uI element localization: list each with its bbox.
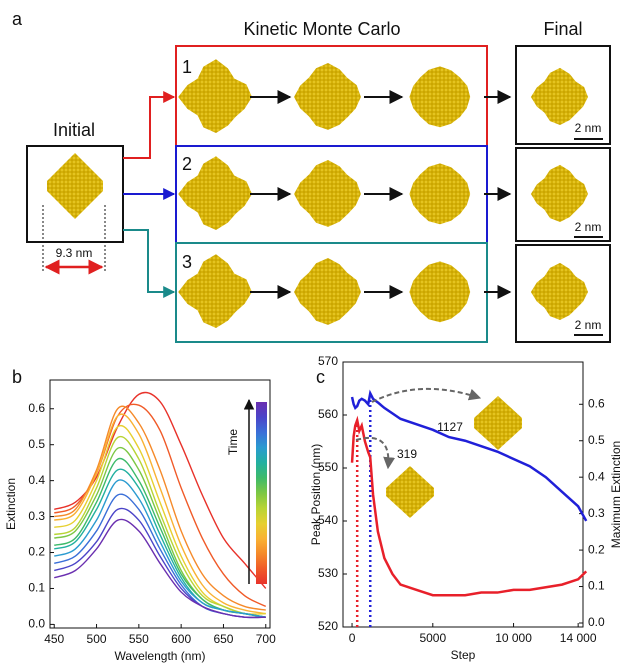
marker-label: 1127 [437, 420, 463, 434]
y2-tick-label: 0.6 [588, 396, 605, 410]
y-tick-label: 0.0 [28, 617, 45, 631]
callout-arrow [355, 436, 396, 470]
series-line [350, 415, 588, 597]
y-axis-label: Extinction [4, 478, 18, 530]
nanoparticle [47, 153, 103, 219]
run-number: 1 [182, 57, 192, 77]
y-tick-label: 550 [318, 460, 338, 474]
nanoparticle [474, 396, 522, 450]
y2-tick-label: 0.2 [588, 542, 605, 556]
nanoparticle [178, 156, 252, 230]
y-tick-label: 560 [318, 407, 338, 421]
series-line [54, 405, 266, 611]
series-line [54, 391, 267, 589]
nanoparticle [386, 466, 434, 518]
callout-arrow [371, 387, 482, 403]
series-line [54, 479, 266, 618]
scale-label: 2 nm [575, 318, 602, 332]
y2-tick-label: 0.1 [588, 579, 605, 593]
final-box [515, 244, 611, 343]
y-tick-label: 0.2 [28, 545, 45, 559]
nanoparticle [294, 258, 361, 325]
nanoparticle [409, 261, 471, 323]
plot-frame [49, 379, 271, 629]
section-title: Final [543, 19, 582, 39]
section-title: Kinetic Monte Carlo [243, 19, 400, 39]
final-box [515, 45, 611, 145]
x-axis-label: Wavelength (nm) [115, 649, 206, 663]
plot-frame [342, 361, 584, 628]
colorbar [256, 402, 267, 584]
branch-arrow [123, 229, 176, 298]
panel-a-particles [178, 59, 588, 328]
y-tick-label: 0.5 [28, 437, 45, 451]
nanoparticle [178, 59, 252, 134]
x-tick-label: 10 000 [495, 631, 532, 645]
series-line [350, 389, 588, 522]
x-tick-label: 5000 [419, 631, 446, 645]
nanoparticle [178, 254, 252, 328]
series-line [54, 446, 266, 618]
nanoparticle [530, 67, 588, 125]
y2-axis-label: Maximum Extinction [609, 441, 623, 548]
y-tick-label: 0.1 [28, 581, 45, 595]
run-number: 3 [182, 252, 192, 272]
y-tick-label: 0.6 [28, 401, 45, 415]
y-tick-label: 0.3 [28, 509, 45, 523]
series-line [54, 413, 266, 615]
x-tick-label: 550 [129, 632, 149, 646]
series-line [54, 457, 266, 618]
y-tick-label: 540 [318, 513, 338, 527]
panel-b: b 450 500 550 600 650 700 0.0 0.1 0.2 0.3 0.4 0.5 0.6… [4, 367, 276, 663]
final-box [515, 147, 611, 242]
branch-arrow [123, 91, 176, 159]
y-tick-label: 570 [318, 354, 338, 368]
nanoparticle [530, 262, 588, 320]
y-axis-label: Peak Position (nm) [309, 444, 323, 545]
scale-label: 2 nm [575, 220, 602, 234]
y2-tick-label: 0.4 [588, 469, 605, 483]
scale-label: 2 nm [575, 121, 602, 135]
series-line [54, 435, 266, 618]
colorbar-label: Time [226, 429, 240, 456]
size-label: 9.3 nm [56, 246, 93, 260]
panel-label: c [316, 367, 325, 387]
panel-c: c 0 5000 10 000 14 000 520 530 540 550 560 570 0.0 0… [309, 354, 623, 662]
x-tick-label: 700 [256, 632, 276, 646]
x-tick-label: 450 [44, 632, 64, 646]
y2-tick-label: 0.3 [588, 506, 605, 520]
y-tick-label: 520 [318, 619, 338, 633]
x-tick-label: 0 [349, 631, 356, 645]
y2-tick-label: 0.0 [588, 615, 605, 629]
panel-label: a [12, 9, 23, 29]
series-line [54, 518, 266, 619]
x-tick-label: 500 [87, 632, 107, 646]
y-tick-label: 530 [318, 566, 338, 580]
marker-label: 319 [397, 447, 417, 461]
y-tick-label: 0.4 [28, 473, 45, 487]
run-number: 2 [182, 154, 192, 174]
x-tick-label: 14 000 [560, 631, 597, 645]
nanoparticle [530, 164, 588, 222]
y2-tick-label: 0.5 [588, 433, 605, 447]
nanoparticle [294, 160, 361, 227]
x-tick-label: 600 [171, 632, 191, 646]
panel-a: a Kinetic Monte Carlo Final Initial 1 2 … [12, 9, 611, 343]
section-title: Initial [53, 120, 95, 140]
x-tick-label: 650 [213, 632, 233, 646]
x-axis-label: Step [451, 648, 476, 662]
nanoparticle [409, 163, 471, 225]
nanoparticle [409, 66, 471, 128]
panel-label: b [12, 367, 22, 387]
nanoparticle [294, 63, 361, 130]
